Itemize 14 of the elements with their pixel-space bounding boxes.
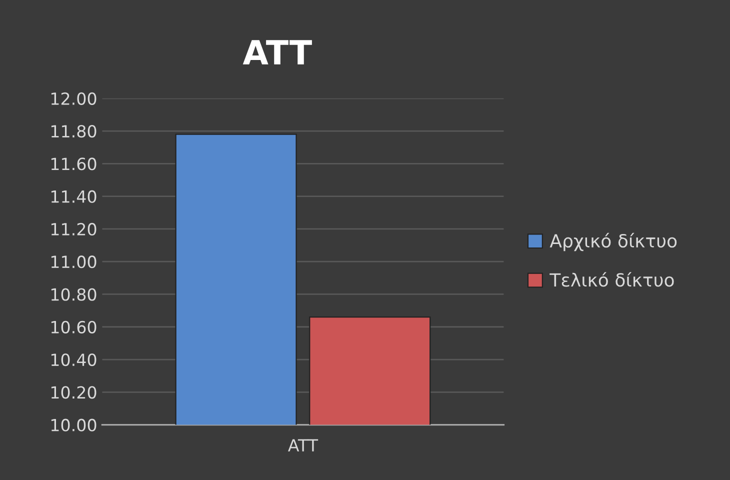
y-tick-label: 10.00 xyxy=(51,418,96,432)
y-tick-label: 11.60 xyxy=(51,158,96,170)
y-tick-label: 11.40 xyxy=(51,190,96,203)
y-tick-label: 11.80 xyxy=(51,125,96,138)
y-tick-label: 10.80 xyxy=(51,288,96,301)
y-tick-label: 10.40 xyxy=(51,353,96,366)
y-tick-label: 12.00 xyxy=(51,92,96,105)
y-tick-label: 10.60 xyxy=(51,320,96,334)
text: ATT xyxy=(288,439,318,452)
y-tick-label: 10.20 xyxy=(51,386,96,399)
y-tick-label: 11.20 xyxy=(51,222,96,236)
legend-label: Τελικό δίκτυο xyxy=(550,272,674,287)
y-tick-label: 11.00 xyxy=(51,256,96,268)
legend-label: Αρχικό δίκτυο xyxy=(550,232,677,252)
